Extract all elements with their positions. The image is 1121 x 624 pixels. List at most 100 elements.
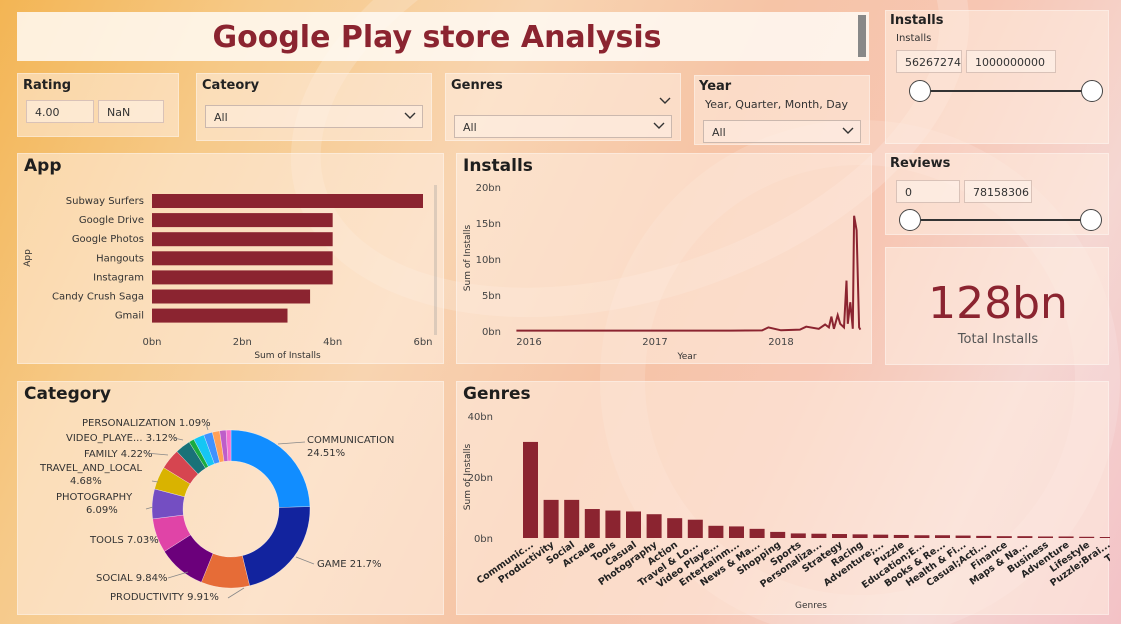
genres-bar [852,534,868,538]
genres-bar [873,534,889,538]
app-bar-label: Google Photos [72,234,144,245]
category-slice [225,429,232,462]
installs-slicer: Installs Installs 56267274 1000000000 [885,10,1109,144]
rating-max-input[interactable]: NaN [98,100,164,123]
app-bar-chart: Subway Surfers Google Drive Google Photos H… [23,185,437,361]
genres-bar [996,536,1012,538]
app-bar-label: Gmail [115,311,144,322]
installs-slider-max-handle[interactable] [1081,80,1103,102]
category-slice-label: COMMUNICATION [307,435,394,446]
genres-bar [708,525,724,538]
installs-y-tick: 20bn [476,183,501,194]
genres-bar [893,534,909,538]
category-label: Cateory [202,78,260,93]
category-slice-label: PRODUCTIVITY 9.91% [110,592,219,603]
installs-x-tick: 2017 [642,337,667,348]
genres-bar [770,531,786,538]
genres-label: Genres [451,78,503,93]
genres-bar [543,499,559,538]
installs-slicer-label: Installs [890,13,944,28]
genres-y-axis-label: Sum of Installs [463,444,473,511]
installs-y-tick: 5bn [482,291,501,302]
chevron-down-icon [404,112,416,119]
genres-bar [1017,536,1033,538]
category-leader-line [145,452,169,456]
category-slice-label: SOCIAL 9.84% [96,573,168,584]
app-x-axis-label: Sum of Installs [254,351,321,361]
category-chart-panel: Category COMMUNICATION 24.51% GAME 21.7% PR… [17,381,444,615]
installs-max-input[interactable]: 1000000000 [966,50,1056,73]
installs-slider-min-handle[interactable] [909,80,931,102]
genres-dropdown-value: All [463,121,477,134]
installs-slider-track[interactable] [920,90,1092,92]
chevron-down-icon [842,127,854,134]
category-slicer: Cateory All [196,73,432,141]
app-x-tick: 6bn [413,337,432,348]
reviews-slider-track[interactable] [910,219,1092,221]
category-leader-line [167,571,189,579]
category-slice-label: VIDEO_PLAYE... 3.12% [66,433,177,444]
total-installs-label: Total Installs [957,332,1039,347]
reviews-max-input[interactable]: 78158306 [964,180,1032,203]
reviews-slider-min-handle[interactable] [899,209,921,231]
installs-x-tick: 2016 [516,337,541,348]
title-scrollbar[interactable] [858,15,866,57]
app-bar-label: Instagram [93,272,144,283]
category-slice-label: TRAVEL_AND_LOCAL [39,463,143,474]
category-donut-chart: COMMUNICATION 24.51% GAME 21.7% PRODUCTIVIT… [39,418,394,603]
category-slice-label: PHOTOGRAPHY [56,492,133,503]
genres-bar [584,509,600,538]
category-leader-line [205,423,209,431]
reviews-min-input[interactable]: 0 [896,180,960,203]
category-dropdown[interactable]: All [205,105,423,128]
category-leader-line [227,587,245,599]
category-slice-label: 24.51% [307,448,345,459]
genres-y-tick: 0bn [474,534,493,545]
genres-bar [667,518,683,538]
installs-y-tick: 0bn [482,327,501,338]
app-y-axis-label: App [23,249,33,267]
installs-slicer-sublabel: Installs [896,33,932,44]
rating-min-input[interactable]: 4.00 [26,100,94,123]
rating-slicer: Rating 4.00 NaN [17,73,179,137]
app-x-tick: 4bn [323,337,342,348]
category-slice-label: GAME 21.7% [317,559,381,570]
genres-slicer: Genres All [445,73,681,141]
genres-bar [955,535,971,538]
total-installs-card: 128bn Total Installs [885,247,1109,365]
genres-dropdown[interactable]: All [454,115,672,138]
installs-y-tick: 10bn [476,255,501,266]
year-hierarchy-label: Year, Quarter, Month, Day [705,98,848,111]
genres-bar [790,533,806,538]
category-slice-label: 6.09% [86,505,118,516]
installs-min-input[interactable]: 56267274 [896,50,962,73]
category-slice [242,506,311,587]
chevron-down-icon[interactable] [659,96,671,106]
genres-bar [523,441,538,538]
genres-bar [1099,537,1110,538]
app-chart-scrollbar [434,185,437,335]
genres-y-tick: 40bn [468,412,493,423]
reviews-slider-max-handle[interactable] [1080,209,1102,231]
genres-bar [832,534,847,538]
installs-y-axis-label: Sum of Installs [463,225,473,292]
category-slice-label: FAMILY 4.22% [84,449,153,460]
genres-bar [605,510,621,538]
installs-x-tick: 2018 [768,337,793,348]
year-dropdown[interactable]: All [703,120,861,143]
category-slice-label: 4.68% [70,476,102,487]
app-x-tick: 2bn [233,337,252,348]
genres-chart-panel: Genres 0bn 20bn 40bn Communic... Productivit… [456,381,1110,615]
category-dropdown-value: All [214,111,228,124]
app-bar-label: Hangouts [96,253,144,264]
genres-bar-chart: 0bn20bn40bnCommunic...ProductivitySocial… [463,412,1110,611]
app-bar-label: Subway Surfers [66,196,144,207]
genres-chart-title: Genres [463,384,531,404]
year-label: Year [699,79,732,94]
app-bar-label: Candy Crush Saga [52,292,144,303]
genres-bar [1058,536,1074,538]
reviews-slicer: Reviews 0 78158306 [885,153,1109,235]
year-slicer: Year Year, Quarter, Month, Day All [694,75,870,145]
total-installs-value: 128bn [928,278,1068,329]
title-panel: Google Play store Analysis [17,12,869,61]
